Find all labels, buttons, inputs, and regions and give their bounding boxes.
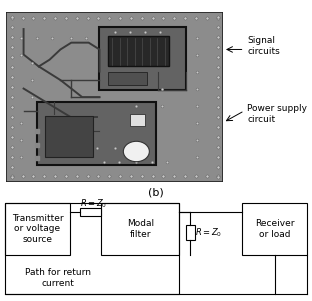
Text: Path for return
current: Path for return current <box>25 268 91 287</box>
Bar <box>37 102 156 165</box>
Bar <box>101 203 179 255</box>
Text: Transmitter
or voltage
source: Transmitter or voltage source <box>12 214 63 244</box>
Text: $R = Z_0$: $R = Z_0$ <box>195 226 222 239</box>
Text: Signal
circuits: Signal circuits <box>247 36 280 56</box>
Text: $R = Z_0$: $R = Z_0$ <box>80 197 107 209</box>
Bar <box>242 203 307 255</box>
Bar <box>130 114 145 126</box>
Bar <box>80 208 101 216</box>
Text: (b): (b) <box>148 188 164 197</box>
Bar <box>108 36 169 67</box>
Bar <box>45 116 93 157</box>
Bar <box>100 27 186 90</box>
Bar <box>186 225 195 240</box>
Text: Receiver
or load: Receiver or load <box>255 219 294 238</box>
Bar <box>5 203 179 294</box>
Text: Power supply
circuit: Power supply circuit <box>247 104 307 124</box>
Circle shape <box>123 141 149 162</box>
Bar <box>5 203 70 255</box>
Bar <box>108 72 147 85</box>
Text: Modal
filter: Modal filter <box>127 219 154 238</box>
